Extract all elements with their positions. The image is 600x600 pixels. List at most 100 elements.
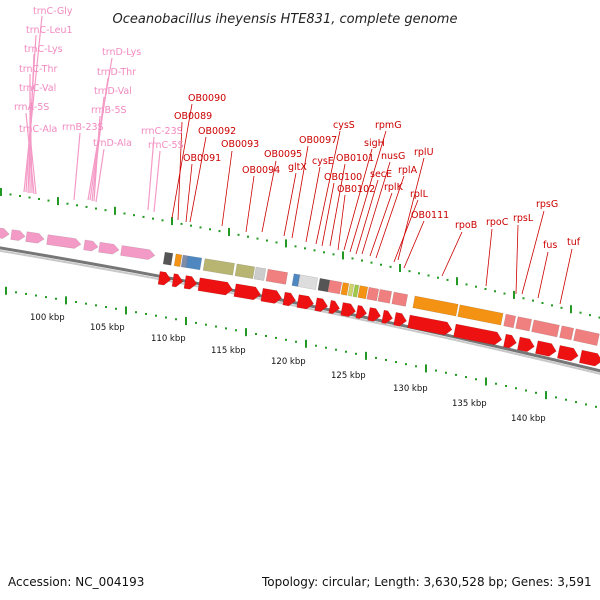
outer-tick bbox=[228, 227, 230, 236]
inner-tick bbox=[595, 405, 597, 408]
inner-tick bbox=[75, 301, 77, 304]
inner-tick bbox=[455, 373, 457, 376]
inner-tick bbox=[225, 327, 227, 330]
feature-track bbox=[0, 227, 600, 367]
rrna-label-rrnC-5S: rrnC-5S bbox=[148, 140, 184, 151]
inner-tick bbox=[295, 340, 297, 343]
leader-line bbox=[315, 130, 341, 245]
rrna-block bbox=[25, 231, 45, 244]
outer-tick bbox=[437, 276, 439, 279]
leader-line bbox=[361, 161, 391, 255]
gene-label-rplU: rplU bbox=[414, 147, 434, 158]
cds-arrow bbox=[157, 271, 172, 286]
leader-line bbox=[521, 210, 545, 295]
cds-arrow bbox=[534, 340, 557, 357]
outer-tick bbox=[47, 199, 50, 202]
cds-arrow bbox=[503, 333, 517, 349]
inner-tick bbox=[485, 377, 487, 386]
outer-tick bbox=[294, 245, 297, 248]
feature-block bbox=[515, 316, 533, 332]
rrna-label-trnD-Thr: trnD-Thr bbox=[97, 67, 136, 78]
leader-line bbox=[441, 231, 463, 277]
rrna-block bbox=[120, 245, 156, 260]
leader-line bbox=[393, 199, 419, 263]
inner-tick bbox=[435, 369, 437, 372]
accession-text: Accession: NC_004193 bbox=[8, 575, 145, 589]
inner-tick bbox=[375, 356, 377, 359]
gene-label-OB0090: OB0090 bbox=[188, 93, 226, 104]
rrna-leader-line bbox=[147, 136, 155, 211]
cds-arrow bbox=[197, 277, 233, 296]
gene-label-rplA: rplA bbox=[398, 165, 418, 176]
outer-tick bbox=[304, 247, 306, 250]
inner-tick bbox=[25, 292, 27, 295]
inner-tick bbox=[135, 311, 137, 314]
gene-label-rpoC: rpoC bbox=[486, 217, 509, 228]
feature-block bbox=[391, 291, 409, 307]
outer-tick bbox=[465, 283, 468, 286]
inner-tick bbox=[215, 325, 217, 328]
gene-label-rpoB: rpoB bbox=[455, 220, 477, 231]
inner-tick bbox=[545, 391, 547, 400]
outer-tick bbox=[76, 204, 78, 207]
rrna-block bbox=[46, 234, 82, 249]
kbp-label-105: 105 kbp bbox=[90, 323, 125, 333]
outer-tick bbox=[475, 285, 477, 288]
feature-block bbox=[531, 319, 560, 338]
gene-label-OB0101: OB0101 bbox=[336, 153, 374, 164]
outer-tick bbox=[551, 304, 553, 307]
cds-arrow bbox=[183, 275, 198, 290]
outer-tick bbox=[399, 263, 401, 272]
cds-arrow bbox=[517, 336, 535, 353]
rrna-label-trnC-Leu1: trnC-Leu1 bbox=[26, 25, 73, 36]
inner-tick bbox=[235, 329, 237, 332]
outer-tick bbox=[513, 290, 515, 299]
rrna-leader-line bbox=[93, 115, 101, 202]
inner-tick bbox=[105, 306, 107, 309]
leader-line bbox=[221, 150, 233, 227]
inner-tick bbox=[585, 403, 587, 406]
rrna-label-trnD-Lys: trnD-Lys bbox=[102, 47, 141, 58]
leader-line bbox=[343, 148, 373, 251]
gene-label-OB0091: OB0091 bbox=[183, 153, 221, 164]
inner-tick bbox=[445, 371, 447, 374]
cds-arrow bbox=[328, 299, 341, 315]
feature-block bbox=[559, 325, 575, 341]
inner-tick bbox=[195, 321, 197, 324]
outer-tick bbox=[114, 206, 116, 215]
rrna-leader-line bbox=[25, 112, 35, 195]
leader-line bbox=[337, 194, 346, 251]
feature-block bbox=[457, 304, 504, 326]
inner-tick bbox=[175, 318, 177, 321]
inner-tick bbox=[95, 304, 97, 307]
feature-block bbox=[412, 295, 459, 317]
feature-block bbox=[573, 328, 600, 346]
outer-tick bbox=[104, 209, 107, 212]
inner-tick bbox=[395, 361, 397, 364]
outer-tick bbox=[9, 193, 12, 196]
feature-block bbox=[185, 255, 203, 271]
gene-label-OB0095: OB0095 bbox=[264, 149, 302, 160]
gene-label-gltX: gltX bbox=[288, 162, 307, 173]
feature-block bbox=[340, 282, 350, 296]
cds-arrow bbox=[381, 309, 394, 324]
inner-tick bbox=[85, 302, 87, 305]
feature-block bbox=[352, 284, 360, 298]
outer-tick bbox=[133, 214, 135, 217]
outer-tick bbox=[389, 265, 392, 268]
outer-tick bbox=[190, 224, 192, 227]
rrna-label-trnC-Ala: trnC-Ala bbox=[19, 124, 57, 135]
inner-tick bbox=[475, 378, 477, 381]
inner-tick bbox=[165, 316, 167, 319]
inner-tick bbox=[385, 358, 387, 361]
rrna-leader-line bbox=[95, 148, 105, 203]
gene-label-OB0102: OB0102 bbox=[337, 184, 375, 195]
inner-tick-ring bbox=[5, 286, 597, 408]
outer-tick bbox=[380, 263, 382, 266]
kbp-label-100: 100 kbp bbox=[30, 313, 65, 323]
inner-tick bbox=[275, 336, 277, 339]
outer-tick bbox=[598, 316, 600, 319]
outer-tick bbox=[123, 212, 126, 215]
outer-tick bbox=[446, 278, 449, 281]
cds-arrow bbox=[407, 314, 453, 336]
